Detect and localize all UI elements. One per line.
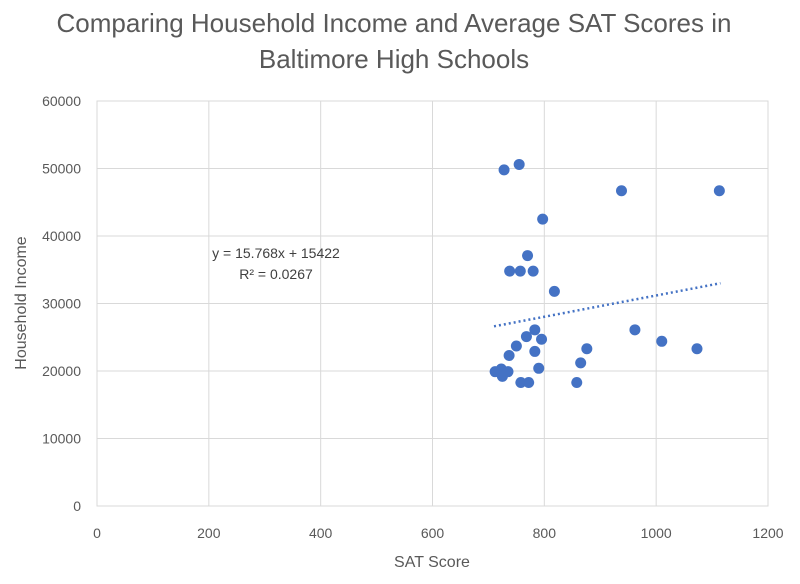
trendline-group <box>493 281 721 328</box>
x-tick-label: 1200 <box>752 525 783 541</box>
data-points <box>489 158 725 388</box>
data-point <box>503 349 515 361</box>
x-tick-label: 800 <box>533 525 557 541</box>
data-point <box>504 265 516 277</box>
data-point <box>498 164 510 176</box>
x-tick-label: 400 <box>309 525 333 541</box>
trendline-r-squared: R² = 0.0267 <box>239 266 313 282</box>
x-axis-title: SAT Score <box>394 554 470 571</box>
data-point <box>571 376 583 388</box>
data-point <box>575 357 587 369</box>
data-point <box>548 285 560 297</box>
data-point <box>581 343 593 355</box>
data-point <box>513 158 525 170</box>
data-point <box>515 376 527 388</box>
data-point <box>536 333 548 345</box>
x-tick-label: 0 <box>93 525 101 541</box>
data-point <box>691 343 703 355</box>
data-point <box>537 213 549 225</box>
x-tick-label: 200 <box>197 525 221 541</box>
y-tick-label: 40000 <box>42 228 81 244</box>
data-point <box>713 185 725 197</box>
y-tick-label: 20000 <box>42 363 81 379</box>
y-tick-label: 60000 <box>42 93 81 109</box>
data-point <box>529 345 541 357</box>
data-point <box>522 250 534 262</box>
data-point <box>523 376 535 388</box>
chart-title-line2: Baltimore High Schools <box>259 44 529 74</box>
axis-tick-labels: 0 200 400 600 800 1000 1200 0 10000 20000 30000 400… <box>42 93 784 541</box>
data-point <box>629 324 641 336</box>
chart-title-line1: Comparing Household Income and Average S… <box>57 8 732 38</box>
data-point <box>615 185 627 197</box>
trendline <box>493 281 721 328</box>
y-tick-label: 10000 <box>42 431 81 447</box>
data-point <box>529 324 541 336</box>
y-axis-title: Household Income <box>13 236 30 370</box>
plot-area <box>96 100 769 507</box>
trendline-equation: y = 15.768x + 15422 <box>212 245 340 261</box>
y-tick-label: 30000 <box>42 296 81 312</box>
data-point <box>533 362 545 374</box>
data-point <box>496 370 508 382</box>
x-tick-label: 1000 <box>641 525 672 541</box>
y-tick-label: 0 <box>73 498 81 514</box>
data-point <box>656 335 668 347</box>
gridlines <box>96 100 769 507</box>
data-point <box>527 265 539 277</box>
x-tick-label: 600 <box>421 525 445 541</box>
y-tick-label: 50000 <box>42 161 81 177</box>
data-point <box>514 265 526 277</box>
data-point <box>510 340 522 352</box>
data-point <box>520 331 532 343</box>
